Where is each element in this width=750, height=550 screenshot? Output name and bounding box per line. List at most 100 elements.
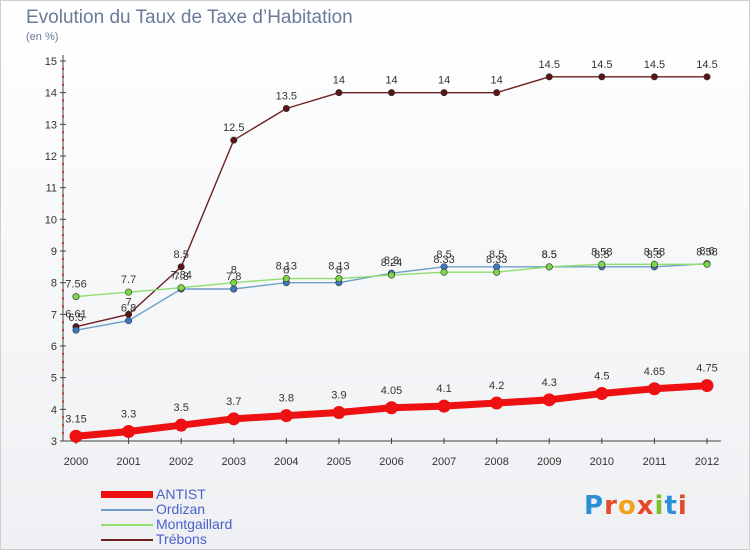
data-label: 14.5 <box>644 59 665 71</box>
data-point <box>230 285 238 293</box>
legend-item: Trébons <box>101 532 232 547</box>
x-tick-label: 2009 <box>537 456 561 468</box>
x-tick-label: 2007 <box>432 456 456 468</box>
y-tick-label: 6 <box>51 341 57 353</box>
x-tick-label: 2012 <box>695 456 719 468</box>
data-label: 3.9 <box>331 390 346 402</box>
data-label: 3.5 <box>174 402 189 414</box>
data-label: 8.58 <box>591 246 612 258</box>
y-minor-tick <box>62 305 64 308</box>
data-label: 8.58 <box>644 246 665 258</box>
data-point <box>545 73 553 81</box>
data-label: 6.5 <box>68 312 83 324</box>
legend-item: Montgaillard <box>101 517 232 532</box>
x-tick-label: 2004 <box>274 456 298 468</box>
x-tick-label: 2001 <box>116 456 140 468</box>
data-point <box>545 263 553 271</box>
y-tick-label: 13 <box>45 119 57 131</box>
data-point <box>703 260 711 268</box>
x-tick-label: 2003 <box>222 456 246 468</box>
data-label: 8.5 <box>542 249 557 261</box>
y-minor-tick <box>62 194 64 197</box>
data-label: 14.5 <box>591 59 612 71</box>
data-point <box>227 412 241 426</box>
data-label: 8.5 <box>594 249 609 261</box>
legend-swatch <box>101 523 153 526</box>
y-minor-tick <box>62 107 64 110</box>
y-minor-tick <box>62 242 64 245</box>
legend-label: ANTIST <box>156 486 206 502</box>
data-label: 4.3 <box>542 377 557 389</box>
data-label: 8 <box>283 265 289 277</box>
data-label: 14 <box>438 75 450 87</box>
data-label: 8.58 <box>696 246 717 258</box>
data-label: 8.5 <box>647 249 662 261</box>
data-point <box>335 89 343 97</box>
data-label: 12.5 <box>223 122 244 134</box>
legend-item: ANTIST <box>101 487 232 502</box>
y-minor-tick <box>62 131 64 134</box>
y-minor-tick <box>62 226 64 229</box>
y-tick-label: 8 <box>51 278 57 290</box>
data-point <box>385 401 398 415</box>
y-minor-tick <box>62 352 64 355</box>
data-point <box>703 73 711 81</box>
legend-label: Montgaillard <box>156 516 233 532</box>
legend-label: Ordizan <box>156 501 206 517</box>
data-label: 8 <box>336 265 342 277</box>
data-point <box>72 326 80 334</box>
y-minor-tick <box>62 297 64 300</box>
chart-title: Evolution du Taux de Taxe d’Habitation <box>26 7 353 28</box>
x-tick-label: 2000 <box>64 456 88 468</box>
y-minor-tick <box>62 337 64 340</box>
y-minor-tick <box>62 139 64 142</box>
y-minor-tick <box>62 432 64 435</box>
data-point <box>72 293 80 301</box>
data-label: 3.15 <box>65 413 86 425</box>
y-minor-tick <box>62 321 64 324</box>
y-minor-tick <box>62 115 64 118</box>
x-tick-label: 2005 <box>327 456 351 468</box>
logo-letter: i <box>677 491 688 521</box>
y-minor-tick <box>62 384 64 387</box>
data-point <box>440 268 448 276</box>
data-label: 4.2 <box>489 380 504 392</box>
data-point <box>493 268 501 276</box>
y-minor-tick <box>62 273 64 276</box>
data-label: 8.33 <box>486 254 507 266</box>
legend-label: Trébons <box>156 531 207 547</box>
data-label: 3.3 <box>121 409 136 421</box>
data-label: 8.5 <box>436 249 451 261</box>
data-label: 14 <box>491 75 503 87</box>
data-label: 3.7 <box>226 396 241 408</box>
y-minor-tick <box>62 170 64 173</box>
y-minor-tick <box>62 178 64 181</box>
y-tick-label: 11 <box>46 183 57 195</box>
logo-letter: t <box>664 491 678 521</box>
data-label: 4.65 <box>644 366 665 378</box>
x-tick-label: 2010 <box>590 456 614 468</box>
y-tick-label: 10 <box>45 214 57 226</box>
data-point <box>595 387 609 400</box>
y-minor-tick <box>62 368 64 371</box>
logo-letter: o <box>617 491 637 521</box>
data-point <box>650 260 658 268</box>
data-label: 7.8 <box>174 271 189 283</box>
logo-letter: x <box>636 491 655 521</box>
data-label: 14.5 <box>696 59 717 71</box>
data-point <box>650 73 658 81</box>
data-point <box>282 275 290 283</box>
data-label: 4.75 <box>696 363 717 375</box>
chart-unit-label: (en %) <box>26 31 59 43</box>
y-tick-label: 4 <box>51 404 57 416</box>
y-minor-tick <box>62 360 64 363</box>
data-point <box>122 425 136 438</box>
y-minor-tick <box>62 202 64 205</box>
data-point <box>542 393 556 407</box>
data-label: 14 <box>333 75 345 87</box>
data-label: 14 <box>385 75 397 87</box>
data-label: 13.5 <box>276 91 297 103</box>
logo-letter: i <box>654 491 665 521</box>
